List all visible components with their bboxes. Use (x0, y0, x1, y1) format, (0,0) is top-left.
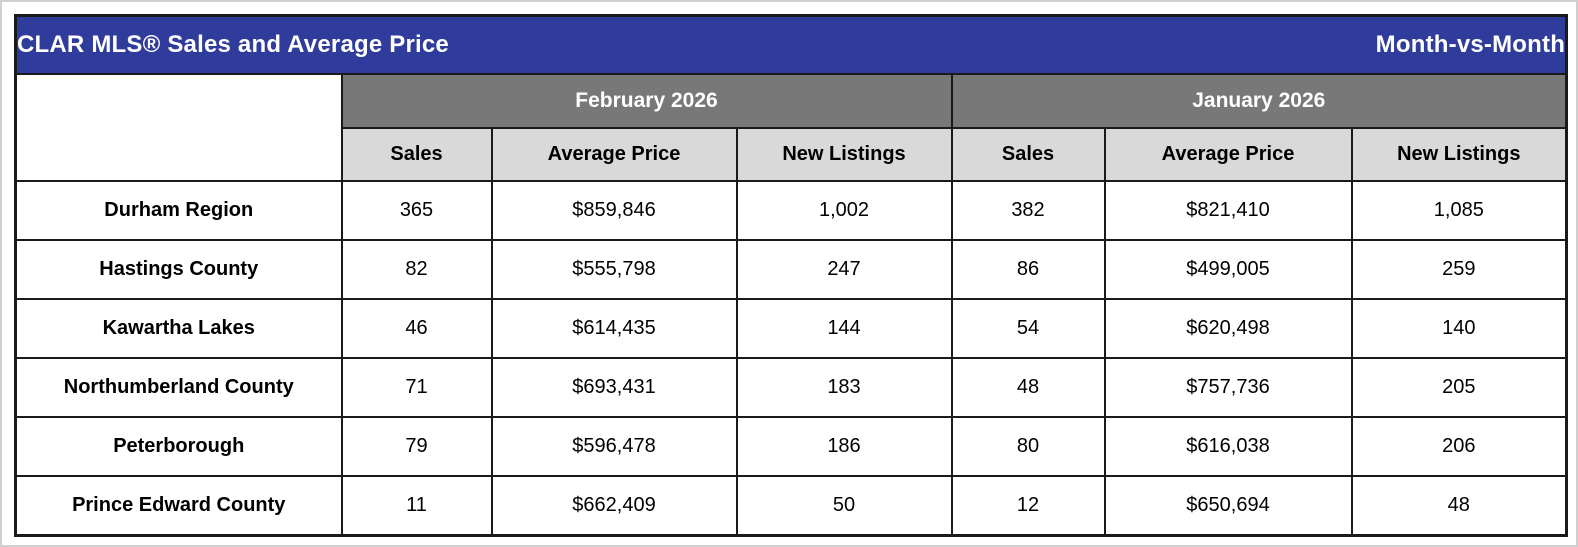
jan-new-listings-value: 140 (1350, 298, 1568, 359)
jan-sales-value: 80 (950, 416, 1106, 477)
region-name: Northumberland County (14, 357, 343, 418)
region-name: Kawartha Lakes (14, 298, 343, 359)
month-header-february-2026: February 2026 (340, 73, 953, 129)
feb-sales-value: 71 (340, 357, 493, 418)
region-name: Peterborough (14, 416, 343, 477)
jan-average-price-value: $650,694 (1103, 475, 1353, 537)
column-header-feb-sales: Sales (340, 127, 493, 182)
jan-average-price-value: $616,038 (1103, 416, 1353, 477)
column-header-feb-new-listings: New Listings (735, 127, 953, 182)
table-title: CLAR MLS® Sales and Average Price (17, 31, 449, 58)
jan-sales-value: 86 (950, 239, 1106, 300)
feb-new-listings-value: 186 (735, 416, 953, 477)
feb-average-price-value: $596,478 (490, 416, 738, 477)
feb-average-price-value: $555,798 (490, 239, 738, 300)
feb-new-listings-value: 1,002 (735, 180, 953, 241)
jan-average-price-value: $821,410 (1103, 180, 1353, 241)
feb-average-price-value: $662,409 (490, 475, 738, 537)
table-row-prince-edward-county: Prince Edward County 11 $662,409 50 12 $… (14, 475, 1568, 537)
feb-sales-value: 82 (340, 239, 493, 300)
feb-new-listings-value: 183 (735, 357, 953, 418)
jan-new-listings-value: 1,085 (1350, 180, 1568, 241)
corner-blank-cell (14, 73, 343, 182)
title-row: CLAR MLS® Sales and Average Price Month-… (14, 14, 1568, 75)
feb-new-listings-value: 50 (735, 475, 953, 537)
table-row-durham-region: Durham Region 365 $859,846 1,002 382 $82… (14, 180, 1568, 241)
jan-sales-value: 48 (950, 357, 1106, 418)
jan-sales-value: 54 (950, 298, 1106, 359)
feb-sales-value: 11 (340, 475, 493, 537)
jan-average-price-value: $620,498 (1103, 298, 1353, 359)
table-row-kawartha-lakes: Kawartha Lakes 46 $614,435 144 54 $620,4… (14, 298, 1568, 359)
feb-sales-value: 365 (340, 180, 493, 241)
region-name: Durham Region (14, 180, 343, 241)
column-header-jan-average-price: Average Price (1103, 127, 1353, 182)
jan-sales-value: 12 (950, 475, 1106, 537)
feb-sales-value: 79 (340, 416, 493, 477)
jan-new-listings-value: 48 (1350, 475, 1568, 537)
feb-sales-value: 46 (340, 298, 493, 359)
feb-new-listings-value: 144 (735, 298, 953, 359)
column-header-row: Sales Average Price New Listings Sales A… (16, 127, 1568, 182)
feb-average-price-value: $859,846 (490, 180, 738, 241)
column-header-feb-average-price: Average Price (490, 127, 738, 182)
feb-new-listings-value: 247 (735, 239, 953, 300)
table-row-hastings-county: Hastings County 82 $555,798 247 86 $499,… (14, 239, 1568, 300)
jan-new-listings-value: 206 (1350, 416, 1568, 477)
sales-and-average-price-table: CLAR MLS® Sales and Average Price Month-… (14, 14, 1569, 537)
table-row-northumberland-county: Northumberland County 71 $693,431 183 48… (14, 357, 1568, 418)
month-header-january-2026: January 2026 (950, 73, 1568, 129)
column-header-jan-sales: Sales (950, 127, 1106, 182)
table-row-peterborough: Peterborough 79 $596,478 186 80 $616,038… (14, 416, 1568, 477)
table-subtitle: Month-vs-Month (1375, 31, 1566, 58)
jan-average-price-value: $757,736 (1103, 357, 1353, 418)
jan-sales-value: 382 (950, 180, 1106, 241)
jan-new-listings-value: 205 (1350, 357, 1568, 418)
jan-new-listings-value: 259 (1350, 239, 1568, 300)
feb-average-price-value: $693,431 (490, 357, 738, 418)
region-name: Hastings County (14, 239, 343, 300)
jan-average-price-value: $499,005 (1103, 239, 1353, 300)
region-name: Prince Edward County (14, 475, 343, 537)
title-bar: CLAR MLS® Sales and Average Price Month-… (14, 14, 1568, 75)
column-header-jan-new-listings: New Listings (1350, 127, 1568, 182)
feb-average-price-value: $614,435 (490, 298, 738, 359)
month-header-row: February 2026 January 2026 (14, 73, 1568, 182)
